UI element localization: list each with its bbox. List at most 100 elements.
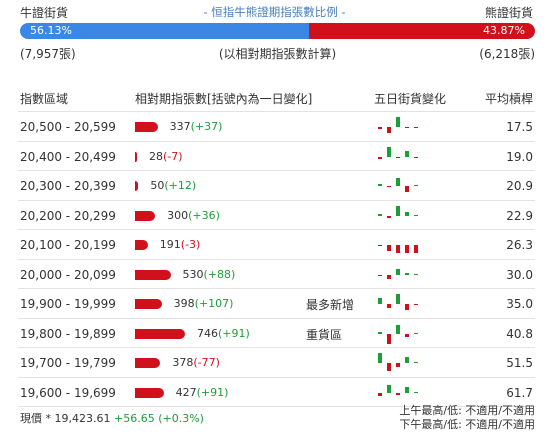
row-range: 20,300 - 20,399	[20, 179, 116, 193]
contracts-bar	[135, 210, 156, 221]
bull-ratio-segment: 56.13%	[20, 23, 310, 39]
five-day-bar	[378, 331, 382, 334]
contracts-bar	[135, 328, 185, 339]
five-day-bar	[378, 184, 382, 186]
table-row: 19,800 - 19,899 746(+91) 重貨區 40.8	[18, 319, 535, 348]
row-note: 重貨區	[306, 327, 343, 342]
contracts-bar	[135, 240, 148, 250]
contracts-number: 398	[173, 297, 195, 310]
five-day-mini-chart	[378, 245, 418, 253]
pm-high-low: 下午最高/低: 不適用/不適用	[399, 418, 535, 431]
five-day-bar	[387, 146, 391, 157]
contracts-bar	[135, 181, 139, 191]
daily-change: (+36)	[188, 208, 220, 222]
spot-price: 現價 * 19,423.61 +56.65 (+0.3%)	[20, 410, 204, 426]
five-day-bar	[414, 273, 418, 275]
daily-change: (-7)	[163, 149, 183, 163]
five-day-bar	[405, 357, 409, 363]
five-day-bar	[405, 150, 409, 157]
five-day-bar	[396, 205, 400, 216]
table-body: 20,500 - 20,599 337(+37) 17.5 20,400 - 20,4…	[18, 112, 535, 407]
contracts-number: 530	[182, 267, 204, 281]
table-row: 19,600 - 19,699 427(+91) 61.7	[18, 378, 535, 407]
distribution-table: 指數區域 相對期指張數[括號內為一日變化] 五日街貨變化 平均槓桿 20,500…	[18, 84, 535, 407]
bear-percentage: 43.87%	[483, 24, 525, 37]
row-note: 最多新增	[306, 298, 355, 312]
contracts-number: 746	[197, 326, 218, 340]
table-header: 指數區域 相對期指張數[括號內為一日變化] 五日街貨變化 平均槓桿	[18, 84, 535, 112]
contracts-number: 378	[172, 356, 194, 369]
contracts-value: 300(+36)	[167, 209, 220, 222]
daily-change: (+88)	[203, 267, 236, 281]
row-range: 19,800 - 19,899	[20, 326, 116, 341]
five-day-bar	[414, 214, 418, 216]
avg-leverage: 51.5	[506, 356, 533, 370]
contracts-value: 398(+107)	[174, 297, 234, 310]
table-row: 20,000 - 20,099 530(+88) 30.0	[18, 260, 535, 289]
five-day-bar	[387, 215, 391, 218]
five-day-bar	[396, 324, 400, 334]
header-contracts: 相對期指張數[括號內為一日變化]	[135, 92, 313, 106]
row-range: 19,700 - 19,799	[20, 356, 116, 370]
five-day-bar	[414, 185, 418, 186]
avg-leverage: 20.9	[506, 179, 533, 193]
five-day-bar	[387, 304, 391, 308]
five-day-bar	[396, 178, 400, 186]
bear-count: (6,218張)	[479, 47, 535, 61]
contracts-number: 50	[150, 179, 165, 192]
contracts-number: 427	[175, 385, 197, 399]
five-day-bar	[387, 245, 391, 251]
table-row: 19,900 - 19,999 398(+107) 最多新增 35.0	[18, 289, 535, 319]
five-day-bar	[378, 213, 382, 216]
five-day-bar	[387, 274, 391, 279]
avg-leverage: 61.7	[506, 385, 533, 400]
five-day-bar	[405, 333, 409, 337]
row-range: 20,100 - 20,199	[20, 238, 116, 252]
five-day-bar	[414, 362, 418, 363]
five-day-mini-chart	[378, 146, 418, 159]
high-low-info: 上午最高/低: 不適用/不適用 下午最高/低: 不適用/不適用	[399, 404, 535, 432]
five-day-bar	[396, 294, 400, 304]
contracts-number: 28	[149, 149, 163, 163]
contracts-value: 378(-77)	[172, 356, 220, 369]
contracts-value: 28(-7)	[149, 150, 183, 163]
five-day-bar	[405, 304, 409, 310]
contracts-bar	[135, 358, 161, 368]
five-day-bar	[387, 363, 391, 371]
five-day-bar	[378, 392, 382, 396]
five-day-bar	[378, 127, 382, 129]
top-summary: 牛證街貨 - 恒指牛熊證期指張數比例 - 熊證街貨 56.13% 43.87% …	[0, 0, 549, 61]
contracts-value: 746(+91)	[197, 327, 250, 340]
contracts-number: 300	[167, 208, 189, 222]
table-row: 20,300 - 20,399 50(+12) 20.9	[18, 171, 535, 201]
avg-leverage: 19.0	[506, 149, 533, 164]
bull-outstanding-label: 牛證街貨	[20, 6, 69, 20]
five-day-bar	[396, 268, 400, 275]
row-range: 19,900 - 19,999	[20, 297, 116, 311]
avg-leverage: 26.3	[506, 238, 533, 252]
five-day-bar	[405, 386, 409, 393]
contracts-value: 427(+91)	[176, 386, 229, 399]
five-day-bar	[414, 332, 418, 334]
five-day-mini-chart	[378, 117, 418, 133]
table-row: 19,700 - 19,799 378(-77) 51.5	[18, 348, 535, 378]
row-range: 20,500 - 20,599	[20, 120, 116, 134]
five-day-bar	[396, 156, 400, 158]
bull-percentage: 56.13%	[30, 24, 72, 37]
daily-change: (-77)	[193, 356, 220, 369]
contracts-value: 337(+37)	[170, 120, 223, 133]
five-day-mini-chart	[378, 384, 418, 396]
bull-bear-ratio-bar: 56.13% 43.87%	[20, 23, 535, 39]
five-day-mini-chart	[378, 353, 418, 371]
five-day-mini-chart	[378, 178, 418, 192]
five-day-bar	[387, 127, 391, 133]
bear-ratio-segment: 43.87%	[309, 23, 535, 39]
table-row: 20,100 - 20,199 191(-3) 26.3	[18, 230, 535, 260]
header-range: 指數區域	[20, 92, 69, 106]
five-day-bar	[414, 156, 418, 158]
daily-change: (+107)	[194, 297, 234, 310]
header-avg-leverage: 平均槓桿	[484, 92, 533, 106]
five-day-bar	[405, 245, 409, 253]
daily-change: (+91)	[196, 385, 229, 399]
header-five-day: 五日街貨變化	[374, 92, 447, 106]
